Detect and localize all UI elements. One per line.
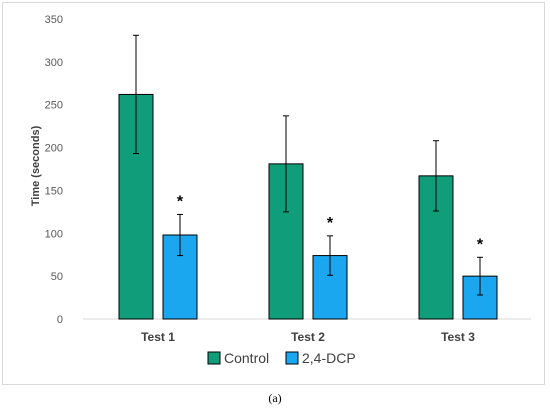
legend-label: Control [224,350,269,366]
y-tick-label: 150 [45,185,63,197]
legend: Control 2,4-DCP [207,350,356,366]
y-tick-label: 200 [45,143,63,155]
y-tick-label: 250 [45,100,63,112]
bars: * * * [83,34,531,320]
y-tick-label: 100 [45,228,63,240]
y-tick-label: 50 [51,271,63,283]
y-tick-label: 350 [45,14,63,26]
x-tick-label: Test 3 [441,330,475,344]
significance-marker: * [477,236,484,253]
chart-frame: Time (seconds) 0 50 100 150 200 250 300 350 * * *… [2,2,545,385]
figure-caption: (a) [268,391,282,405]
x-tick-label: Test 2 [291,330,325,344]
legend-swatch [285,351,299,365]
significance-marker: * [327,215,334,232]
y-axis-title: Time (seconds) [30,125,42,206]
legend-label: 2,4-DCP [302,350,356,366]
legend-swatch [207,351,221,365]
significance-marker: * [177,193,184,210]
y-tick-label: 0 [57,314,63,326]
x-axis-labels: Test 1 Test 2 Test 3 [141,330,475,344]
y-tick-label: 300 [45,57,63,69]
x-tick-label: Test 1 [141,330,175,344]
y-axis-ticks: 0 50 100 150 200 250 300 350 [45,14,63,326]
